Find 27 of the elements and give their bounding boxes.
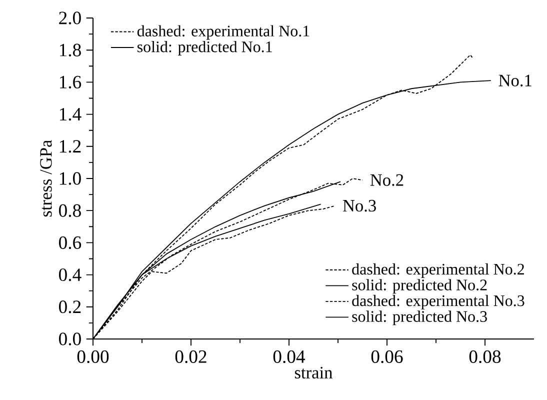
- y-tick-label: 1.4: [60, 108, 82, 121]
- y-tick-label: 2.0: [59, 12, 81, 24]
- y-tick-label: 1.6: [60, 76, 82, 89]
- legend-label: solid: predicted No.1: [138, 40, 272, 56]
- annotation: No.1: [498, 74, 532, 86]
- y-axis-title: stress /GPa: [40, 140, 52, 217]
- x-tick-label: 0.04: [273, 350, 306, 364]
- legend-label: dashed: experimental No.2: [352, 263, 524, 278]
- x-axis-title: strain: [294, 366, 332, 379]
- y-tick-label: 1.0: [60, 172, 81, 185]
- y-tick-label: 0.2: [59, 300, 81, 314]
- legend-label: solid: predicted No.2: [352, 279, 487, 294]
- x-tick-label: 0.02: [175, 350, 206, 364]
- annotation: No.2: [370, 174, 404, 186]
- y-tick-label: 0.4: [59, 268, 82, 282]
- y-tick-label: 1.8: [60, 44, 81, 56]
- legend-label: dashed: experimental No.1: [137, 25, 310, 40]
- y-tick-label: 1.2: [60, 140, 81, 153]
- x-tick-label: 0.00: [77, 350, 109, 364]
- annotation: No.3: [342, 200, 376, 212]
- legend-label: solid: predicted No.3: [352, 310, 487, 326]
- x-tick-label: 0.08: [469, 350, 501, 364]
- y-tick-label: 0.8: [59, 204, 81, 217]
- y-tick-label: 0.0: [59, 332, 81, 346]
- x-tick-label: 0.06: [371, 350, 403, 364]
- y-tick-label: 0.6: [59, 236, 82, 250]
- legend-label: dashed: experimental No.3: [352, 294, 524, 310]
